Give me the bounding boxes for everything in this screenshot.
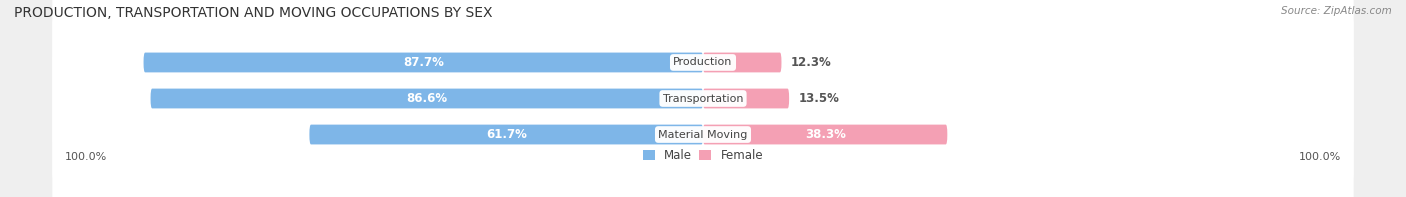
Text: 100.0%: 100.0% (65, 151, 107, 162)
Text: 13.5%: 13.5% (799, 92, 839, 105)
Text: 100.0%: 100.0% (1299, 151, 1341, 162)
FancyBboxPatch shape (309, 125, 703, 144)
Text: 61.7%: 61.7% (485, 128, 527, 141)
Text: Source: ZipAtlas.com: Source: ZipAtlas.com (1281, 6, 1392, 16)
FancyBboxPatch shape (703, 125, 948, 144)
Text: Material Moving: Material Moving (658, 129, 748, 139)
Text: 87.7%: 87.7% (404, 56, 444, 69)
Text: Production: Production (673, 58, 733, 68)
Text: 12.3%: 12.3% (792, 56, 832, 69)
Text: PRODUCTION, TRANSPORTATION AND MOVING OCCUPATIONS BY SEX: PRODUCTION, TRANSPORTATION AND MOVING OC… (14, 6, 492, 20)
FancyBboxPatch shape (703, 89, 789, 108)
Legend: Male, Female: Male, Female (643, 149, 763, 162)
Text: 38.3%: 38.3% (804, 128, 845, 141)
Text: 86.6%: 86.6% (406, 92, 447, 105)
FancyBboxPatch shape (143, 53, 703, 72)
FancyBboxPatch shape (52, 0, 1354, 144)
FancyBboxPatch shape (150, 89, 703, 108)
FancyBboxPatch shape (703, 53, 782, 72)
FancyBboxPatch shape (52, 17, 1354, 180)
FancyBboxPatch shape (52, 53, 1354, 197)
Text: Transportation: Transportation (662, 94, 744, 103)
